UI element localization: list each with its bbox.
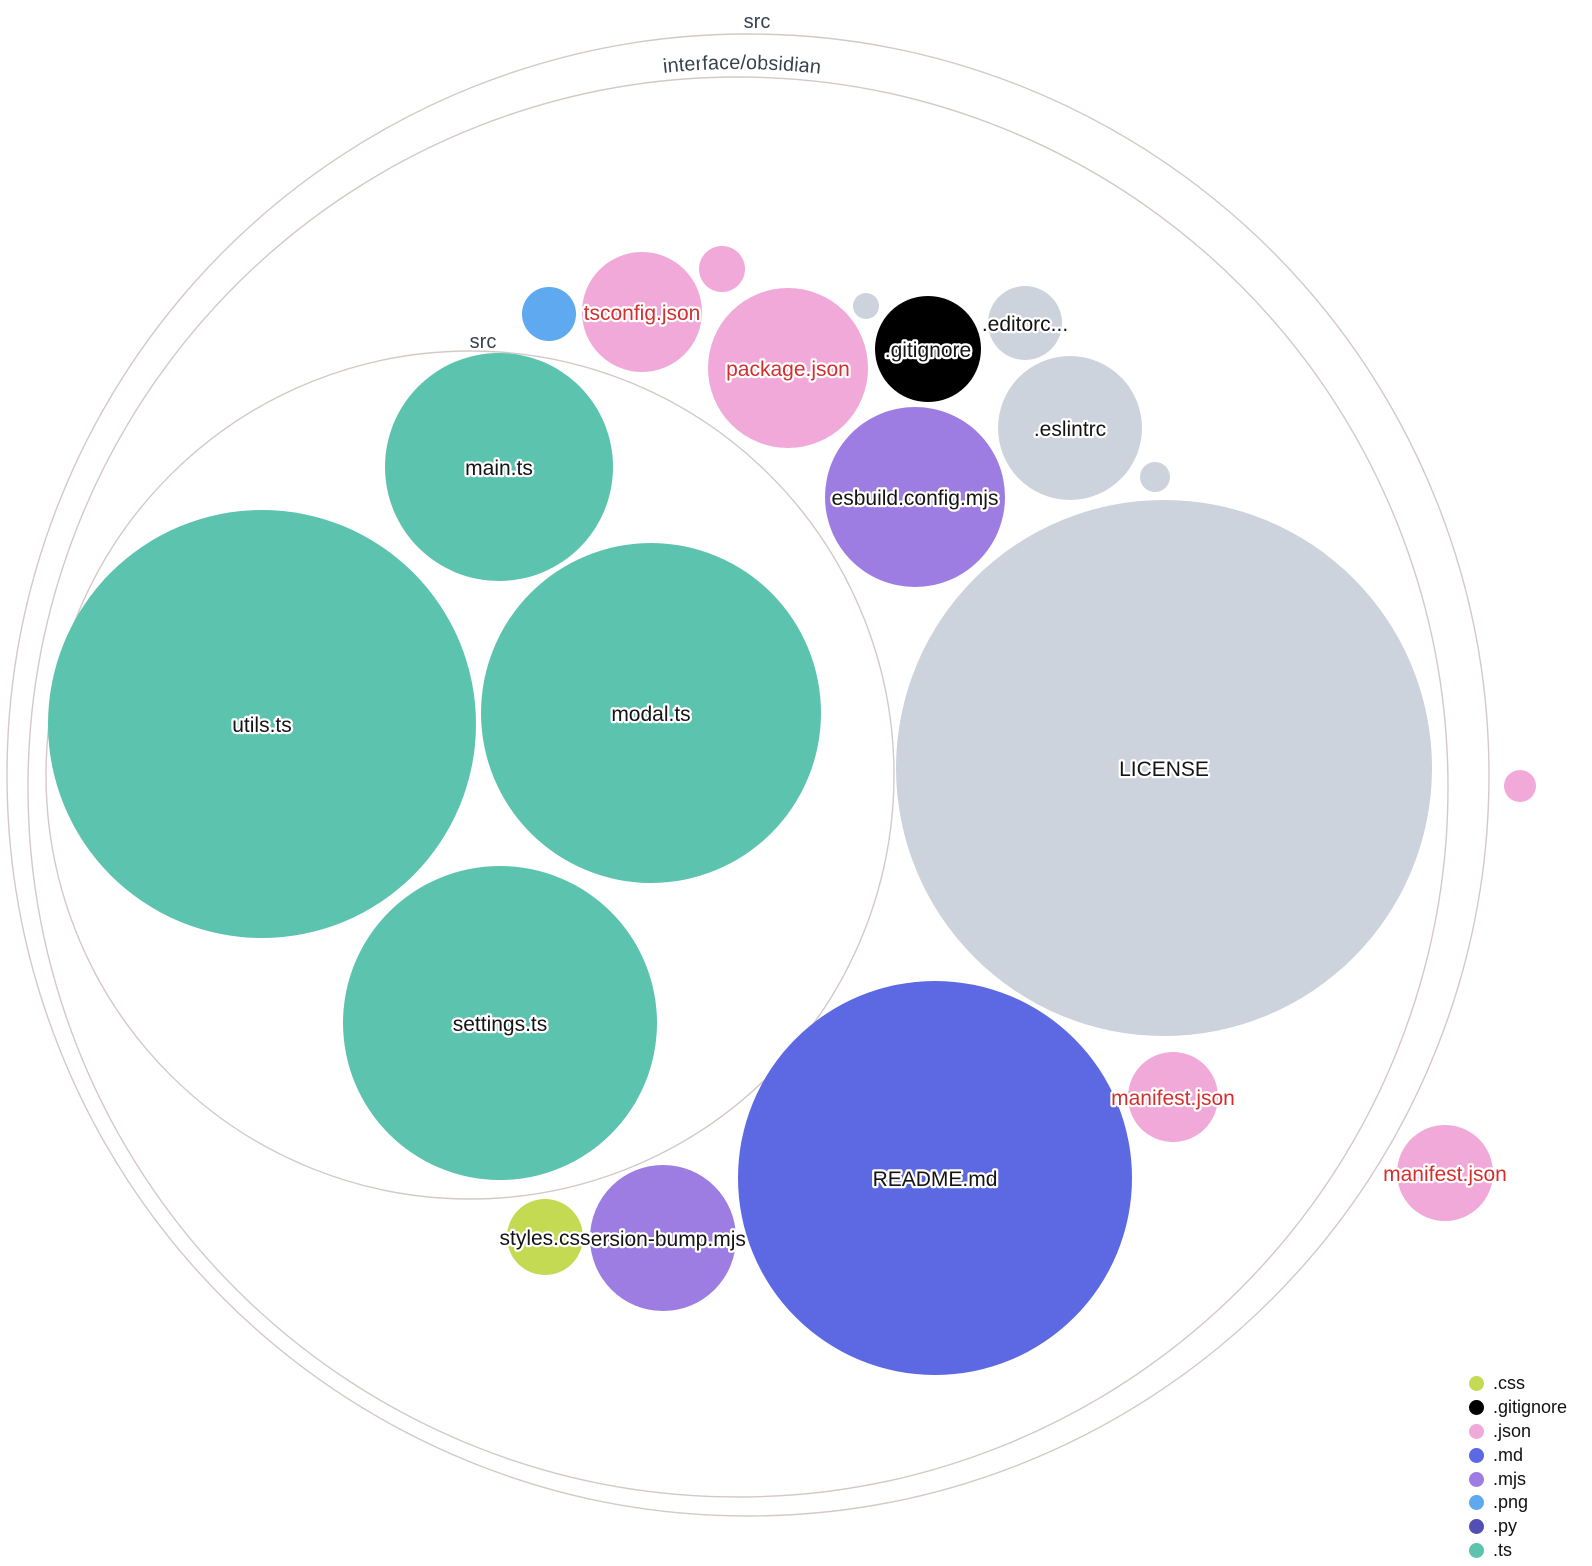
legend-label: .css (1493, 1373, 1526, 1394)
legend-label: .gitignore (1493, 1397, 1568, 1418)
file-label-license: LICENSE (1119, 758, 1209, 781)
file-circle-editorconfig[interactable] (988, 286, 1062, 360)
file-label-eslintrc: .eslintrc (1034, 418, 1106, 441)
file-label-esbuild-config-mjs: esbuild.config.mjs (832, 487, 999, 510)
legend-dot-ts-icon (1469, 1542, 1484, 1558)
folder-label-interface-obsidian: interface/obsidian (662, 52, 822, 79)
file-circle-settings-ts[interactable] (343, 866, 657, 1180)
file-label-manifest-json-inner: manifest.json (1111, 1087, 1235, 1110)
folder-label-root: src (744, 11, 771, 33)
legend-row-gitignore: .gitignore (1469, 1396, 1567, 1420)
legend-row-mjs: .mjs (1469, 1467, 1567, 1491)
extension-legend: .css .gitignore .json .md .mjs .png .py .ts (1469, 1372, 1567, 1562)
file-circle-version-bump-mjs[interactable] (590, 1165, 736, 1311)
file-circle-manifest-json-inner[interactable] (1128, 1052, 1218, 1142)
legend-dot-png-icon (1469, 1495, 1484, 1511)
file-circle-eslintrc[interactable] (998, 356, 1142, 500)
folder-rings (6, 33, 1490, 1517)
file-circle-license[interactable] (896, 500, 1432, 1036)
legend-dot-mjs-icon (1469, 1471, 1484, 1487)
folder-circle-root[interactable] (6, 33, 1490, 1517)
legend-dot-css-icon (1469, 1376, 1484, 1392)
legend-label: .json (1493, 1420, 1532, 1441)
file-circle-gray-small-top[interactable] (853, 293, 879, 319)
file-circle-main-ts[interactable] (385, 353, 613, 581)
folder-label-text-interface-obsidian: interface/obsidian (659, 49, 824, 81)
legend-row-ts: .ts (1469, 1539, 1567, 1563)
legend-label: .md (1493, 1444, 1524, 1465)
legend-row-json: .json (1469, 1420, 1567, 1444)
file-circle-manifest-json-outer[interactable] (1397, 1125, 1493, 1221)
legend-row-png: .png (1469, 1491, 1567, 1515)
file-circle-json-small-right[interactable] (1504, 770, 1536, 802)
legend-dot-json-icon (1469, 1423, 1484, 1439)
legend-label: .mjs (1493, 1468, 1526, 1489)
file-label-version-bump-mjs: version-bump.mjs (580, 1228, 746, 1251)
file-circle-package-json[interactable] (708, 288, 868, 448)
file-label-tsconfig-json: tsconfig.json (584, 302, 701, 325)
file-label-utils-ts: utils.ts (232, 714, 292, 737)
file-circle-gray-small-right[interactable] (1140, 462, 1170, 492)
legend-dot-md-icon (1469, 1447, 1484, 1463)
file-circle-readme-md[interactable] (738, 981, 1132, 1375)
file-circle-json-small-top[interactable] (699, 246, 745, 292)
legend-dot-py-icon (1469, 1519, 1484, 1535)
legend-label: .ts (1493, 1539, 1513, 1560)
file-label-package-json: package.json (726, 358, 850, 381)
file-circle-styles-css[interactable] (507, 1199, 583, 1275)
legend-dot-gitignore-icon (1469, 1400, 1484, 1416)
file-label-gitignore: .gitignore (885, 339, 971, 362)
file-label-editorconfig: .editorc... (982, 313, 1068, 336)
legend-row-css: .css (1469, 1372, 1567, 1396)
folder-circle-src[interactable] (45, 350, 895, 1200)
file-circle-utils-ts[interactable] (48, 510, 476, 938)
legend-row-py: .py (1469, 1515, 1567, 1539)
file-label-manifest-json-outer: manifest.json (1383, 1163, 1507, 1186)
file-label-modal-ts: modal.ts (611, 703, 690, 726)
file-label-styles-css: styles.css (499, 1227, 590, 1250)
file-circle-gitignore[interactable] (875, 296, 981, 402)
legend-label: .py (1493, 1516, 1518, 1537)
file-label-settings-ts: settings.ts (453, 1013, 548, 1036)
file-circle-tsconfig-json[interactable] (582, 252, 702, 372)
file-label-readme-md: README.md (873, 1168, 998, 1191)
file-circle-modal-ts[interactable] (481, 543, 821, 883)
file-circle-png-file[interactable] (522, 287, 576, 341)
file-labels: utils.ts modal.ts main.ts settings.ts tsconf… (230, 300, 1509, 1254)
file-circle-esbuild-config-mjs[interactable] (825, 407, 1005, 587)
file-circles (48, 246, 1536, 1375)
legend-row-md: .md (1469, 1443, 1567, 1467)
file-label-main-ts: main.ts (465, 457, 533, 480)
legend-label: .png (1493, 1492, 1529, 1513)
folder-label-src: src (470, 331, 497, 353)
folder-circle-interface-obsidian[interactable] (27, 76, 1449, 1498)
